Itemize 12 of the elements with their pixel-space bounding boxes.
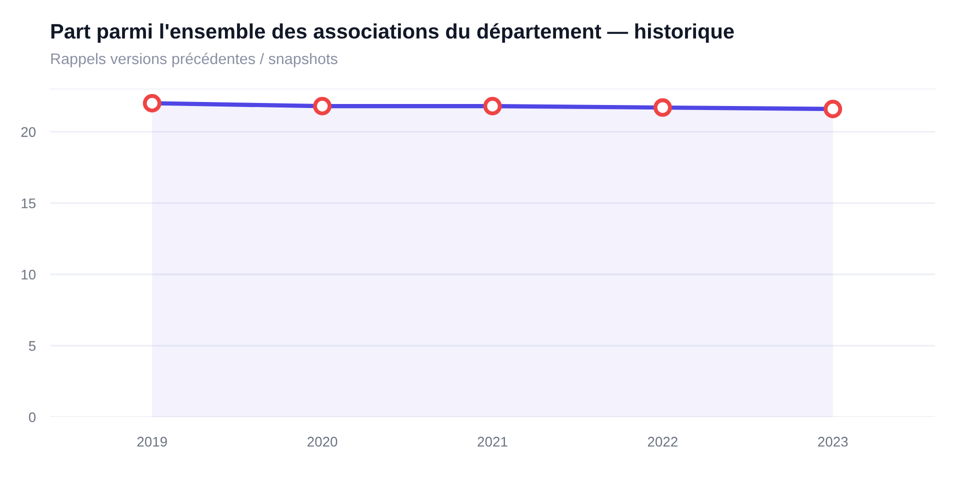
y-tick-label: 10 <box>22 270 36 280</box>
y-tick-label: 0 <box>28 412 36 422</box>
x-tick-label: 2022 <box>648 436 678 447</box>
y-tick-label: 15 <box>22 198 36 208</box>
x-tick-label: 2021 <box>478 436 508 447</box>
x-tick-label: 2023 <box>818 436 848 447</box>
x-tick-label: 2020 <box>308 436 338 447</box>
chart-title: Part parmi l'ensemble des associations du département — historique <box>51 23 734 43</box>
y-tick-label: 20 <box>21 127 36 137</box>
y-tick-label: 5 <box>28 341 36 351</box>
chart-subtitle: Rappels versions précédentes / snapshots <box>51 52 338 68</box>
x-tick-label: 2019 <box>137 436 167 447</box>
